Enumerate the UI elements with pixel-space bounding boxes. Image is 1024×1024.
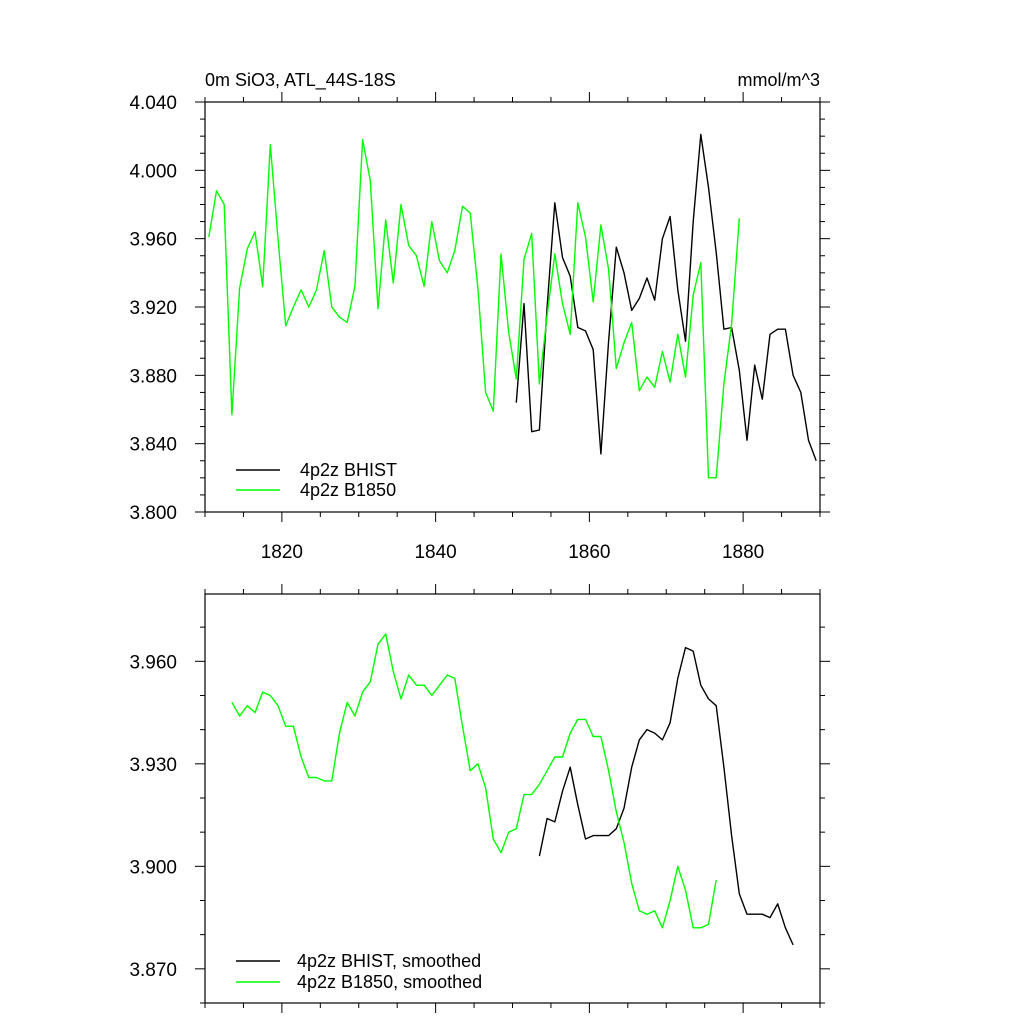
x-tick-label: 1880 [722,542,764,563]
chart-title: 0m SiO3, ATL_44S-18S [205,70,396,91]
legend-label: 4p2z BHIST, smoothed [297,951,481,971]
series-line-b1850 [231,633,717,929]
legend-label: 4p2z BHIST [300,460,397,480]
y-tick-label: 3.870 [129,960,177,981]
y-tick-label: 3.960 [129,230,177,251]
series-line-b1850 [208,138,740,479]
y-tick-label: 3.960 [129,652,177,673]
series-line-bhist [515,133,817,461]
x-tick-label: 1860 [568,542,610,563]
y-tick-label: 4.000 [129,161,177,182]
y-tick-label: 3.880 [129,366,177,387]
y-tick-label: 3.840 [129,435,177,456]
plot-frame [204,101,821,513]
x-tick-label: 1820 [261,542,303,563]
y-tick-label: 3.900 [129,857,177,878]
y-tick-label: 3.930 [129,755,177,776]
y-tick-label: 3.800 [129,503,177,524]
x-tick-label: 1840 [414,542,456,563]
units-label: mmol/m^3 [738,70,820,90]
chart-panel-1: 1820 1840 1860 1880 3.800 3.840 3.880 3.920 3.96… [129,92,830,563]
y-tick-label: 4.040 [129,93,177,114]
y-tick-label: 3.920 [129,298,177,319]
series-line-bhist [538,646,794,946]
legend-label: 4p2z B1850, smoothed [297,972,482,992]
chart-panel-2: 3.870 3.900 3.930 3.960 4p2z BHIST, smoothed… [129,584,830,1013]
legend-label: 4p2z B1850 [300,480,396,500]
